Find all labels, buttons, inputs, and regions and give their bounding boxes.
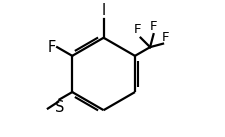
Text: F: F (133, 23, 140, 36)
Text: S: S (54, 100, 64, 115)
Text: F: F (149, 20, 157, 33)
Text: F: F (47, 40, 56, 55)
Text: I: I (101, 3, 105, 18)
Text: F: F (161, 31, 168, 44)
